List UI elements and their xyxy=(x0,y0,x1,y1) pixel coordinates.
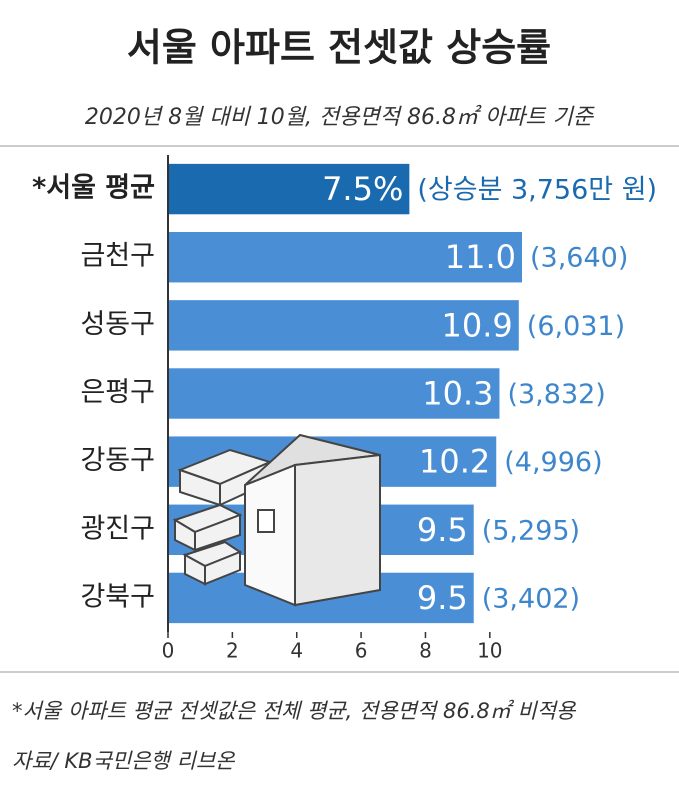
x-tick-label: 0 xyxy=(162,639,175,663)
category-label: 강동구 xyxy=(80,445,155,476)
value-label: 10.9 xyxy=(442,306,513,344)
category-label: 광진구 xyxy=(80,513,155,544)
building-illustration xyxy=(172,433,381,607)
category-label: 은평구 xyxy=(80,377,155,408)
bar xyxy=(168,163,410,215)
x-tick-label: 6 xyxy=(355,639,368,663)
x-tick-label: 4 xyxy=(290,639,303,663)
x-tick-label: 8 xyxy=(419,639,432,663)
category-label: 성동구 xyxy=(80,309,155,340)
value-label: 9.5 xyxy=(417,511,468,549)
annotation: (3,402) xyxy=(482,583,580,614)
value-label: 7.5% xyxy=(322,170,403,208)
bar xyxy=(168,368,500,419)
annotation: (3,832) xyxy=(507,379,605,410)
bar xyxy=(168,300,519,351)
category-label: *서울 평균 xyxy=(32,173,155,204)
footnote: *서울 아파트 평균 전셋값은 전체 평균, 전용면적 86.8㎡ 비적용 xyxy=(12,699,577,723)
category-label: 금천구 xyxy=(80,241,155,272)
value-label: 10.2 xyxy=(419,443,490,481)
annotation: (3,640) xyxy=(530,243,628,274)
value-label: 10.3 xyxy=(422,375,493,413)
annotation: (상승분 3,756만 원) xyxy=(417,175,657,206)
value-label: 11.0 xyxy=(445,238,516,276)
category-label: 강북구 xyxy=(80,581,155,612)
x-tick-label: 10 xyxy=(477,639,502,663)
chart-title: 서울 아파트 전셋값 상승률 xyxy=(127,26,551,70)
source: 자료/ KB국민은행 리브온 xyxy=(12,749,236,773)
annotation: (4,996) xyxy=(504,447,602,478)
value-label: 9.5 xyxy=(417,579,468,617)
bar xyxy=(168,232,522,283)
x-tick-label: 2 xyxy=(226,639,239,663)
annotation: (5,295) xyxy=(482,515,580,546)
chart-subtitle: 2020년 8월 대비 10월, 전용면적 86.8㎡ 아파트 기준 xyxy=(85,104,595,130)
plot: *서울 평균 7.5% (상승분 3,756만 원) 금천구 11.0 (3,640) 성동… xyxy=(32,155,657,663)
annotation: (6,031) xyxy=(527,311,625,342)
